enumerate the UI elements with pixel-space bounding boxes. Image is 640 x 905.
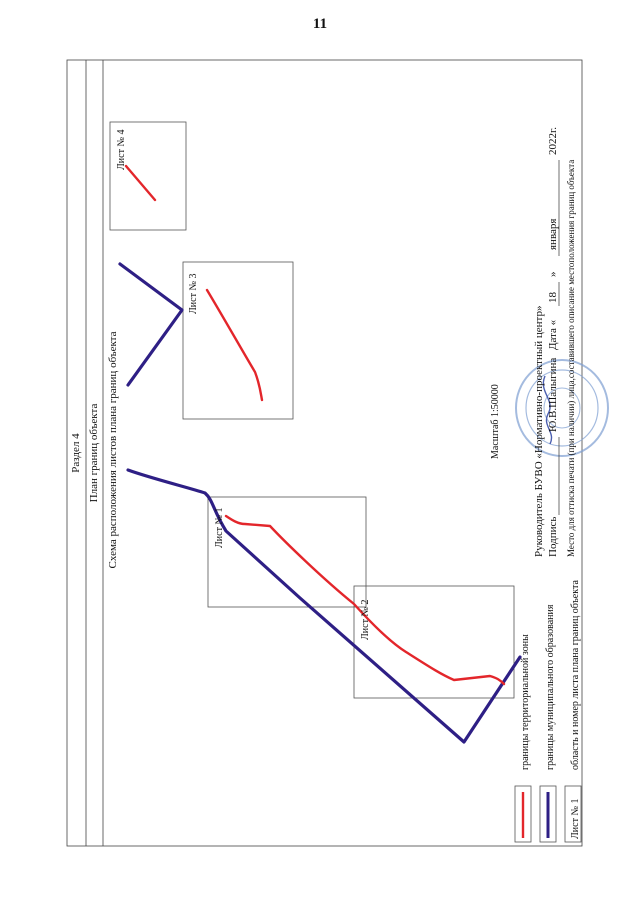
plan-title: План границ объекта xyxy=(88,404,100,503)
page-frame xyxy=(66,59,583,847)
date-prefix: Дата « xyxy=(547,319,559,350)
scale-label: Масштаб 1:50000 xyxy=(490,384,501,459)
sheet-3-label: Лист № 3 xyxy=(188,274,199,314)
section-title: Раздел 4 xyxy=(70,433,82,473)
date-month: января xyxy=(547,219,559,250)
sheet-4-label: Лист № 4 xyxy=(116,130,127,170)
date-quote-close: » xyxy=(547,272,559,278)
municipal-boundary-north xyxy=(118,262,184,387)
legend-swatch-box-red xyxy=(514,785,532,843)
legend-territorial-label: границы территориальной зоны xyxy=(520,634,531,770)
signature-line2-prefix: Подпись xyxy=(547,517,559,557)
sheet-3-area xyxy=(182,261,294,420)
legend-sheet-sample: Лист № 1 xyxy=(570,799,581,839)
signature-line1: Руководитель БУВО «Нормативно-проектный … xyxy=(533,305,545,557)
official-stamp xyxy=(515,359,609,457)
page-number: 11 xyxy=(312,16,328,32)
sheet-1-area xyxy=(207,496,367,608)
sheet-4-area xyxy=(109,121,187,231)
territorial-zone-sheet-4 xyxy=(124,164,157,202)
date-year: 2022г. xyxy=(547,127,559,155)
signature-mark xyxy=(542,375,553,445)
scheme-title: Схема расположения листов плана границ о… xyxy=(107,331,119,568)
date-day: 18 xyxy=(547,292,559,304)
legend-sheet-box xyxy=(564,785,582,843)
sheet-2-area xyxy=(353,585,515,699)
legend-swatch-box-blue xyxy=(539,785,557,843)
territorial-zone-south xyxy=(224,514,506,686)
sheet-2-label: Лист № 2 xyxy=(360,600,371,640)
territorial-zone-sheet-3 xyxy=(205,288,264,402)
sheet-1-label: Лист № 1 xyxy=(214,508,225,548)
signature-name: Ю.В.Шалыгина xyxy=(547,358,559,432)
legend-sheet-label: область и номер листа плана границ объек… xyxy=(570,580,581,770)
signature-line3: Место для оттиска печати (при наличии) л… xyxy=(566,160,576,557)
municipal-boundary-south xyxy=(126,468,522,744)
legend-municipal-label: границы муниципального образования xyxy=(545,604,556,770)
